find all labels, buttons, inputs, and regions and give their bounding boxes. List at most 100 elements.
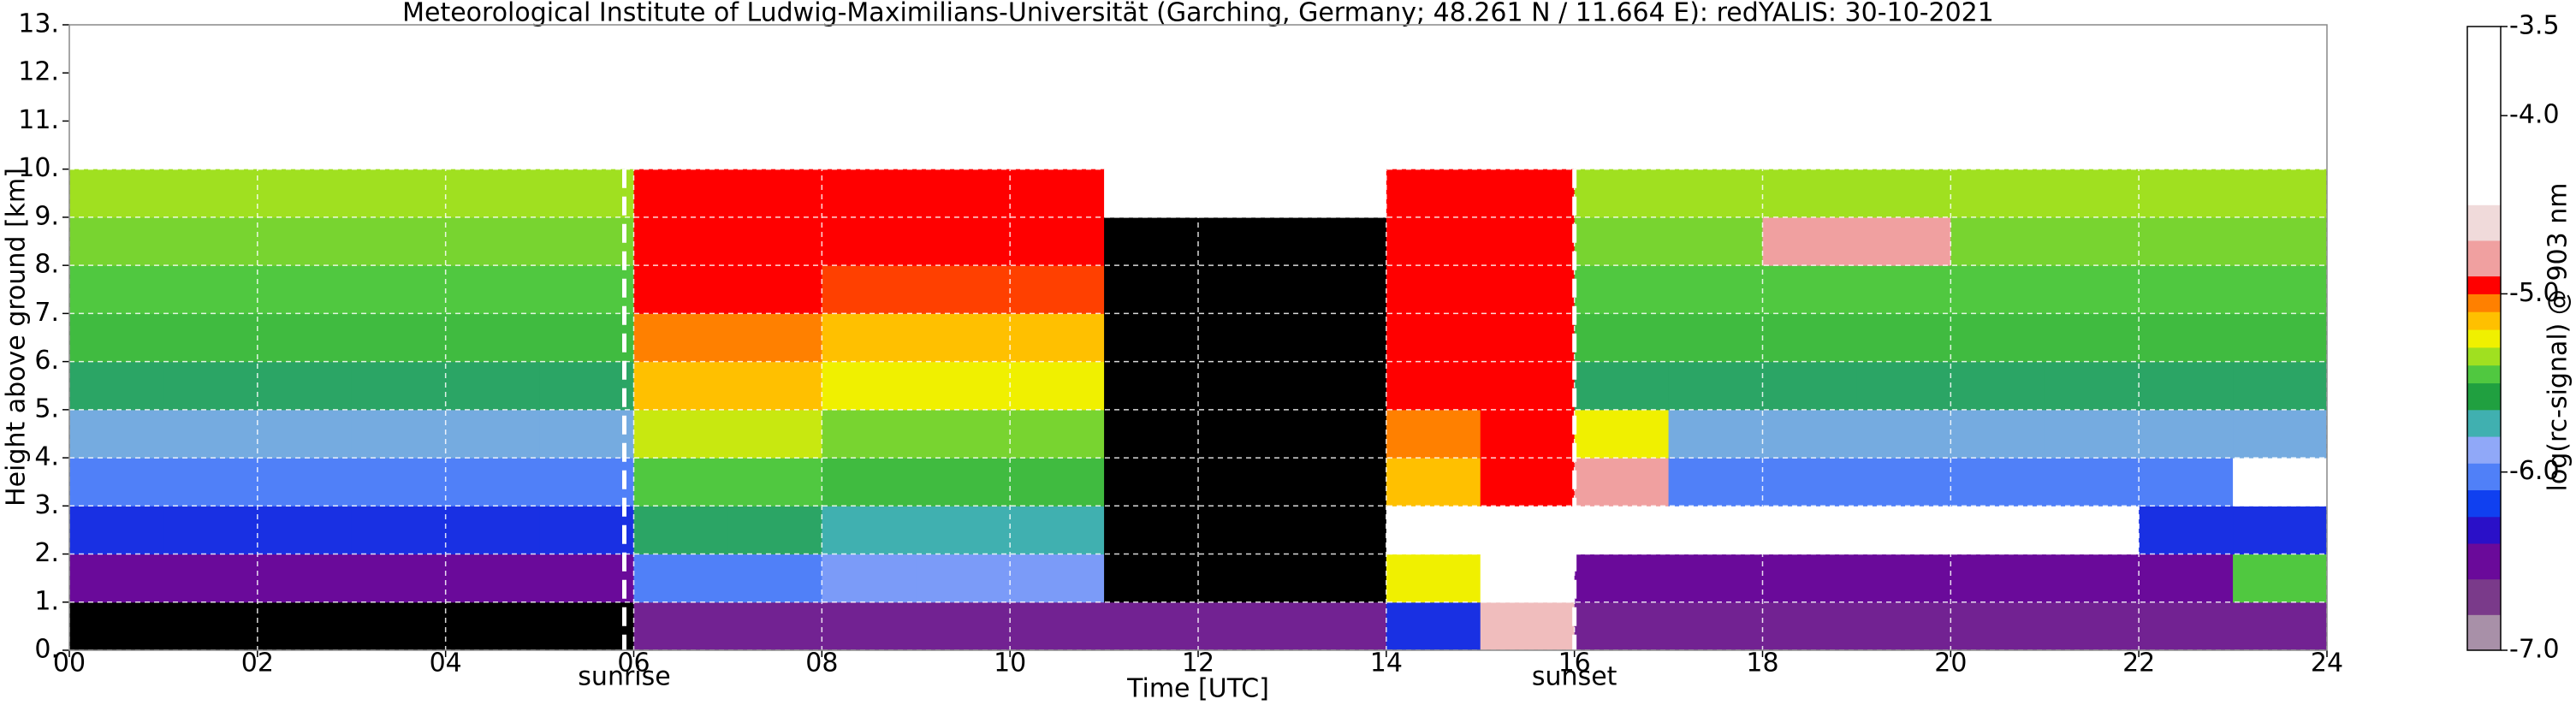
heatmap-cell bbox=[1480, 216, 1576, 266]
heatmap-cell bbox=[163, 458, 258, 507]
heatmap-cell bbox=[2139, 265, 2234, 314]
heatmap-cell bbox=[1762, 458, 1857, 507]
heatmap-cell bbox=[1856, 313, 1951, 363]
heatmap-cell bbox=[1950, 458, 2045, 507]
x-axis-label: Time [UTC] bbox=[1126, 674, 1269, 704]
y-tick-label: 7. bbox=[34, 298, 59, 328]
heatmap-cell bbox=[633, 458, 728, 507]
heatmap-cell bbox=[1291, 554, 1387, 603]
heatmap-cell bbox=[1010, 458, 1105, 507]
annotation-label: sunrise bbox=[578, 662, 670, 692]
colorbar-segment bbox=[2467, 293, 2501, 312]
heatmap-cell bbox=[1950, 554, 2045, 603]
heatmap-cell bbox=[257, 169, 353, 218]
heatmap-cell bbox=[257, 601, 353, 651]
colorbar-segment bbox=[2467, 204, 2501, 241]
heatmap-cell bbox=[1010, 506, 1105, 555]
heatmap-cell bbox=[163, 216, 258, 266]
heatmap-cell bbox=[1762, 601, 1857, 651]
heatmap-cell bbox=[69, 361, 164, 411]
heatmap-cell bbox=[445, 313, 541, 363]
heatmap-cell bbox=[1198, 506, 1293, 555]
colorbar-segment bbox=[2467, 543, 2501, 580]
heatmap-cell bbox=[351, 313, 447, 363]
heatmap-cell bbox=[445, 601, 541, 651]
heatmap-cell bbox=[539, 169, 634, 218]
heatmap-cell bbox=[1668, 313, 1763, 363]
heatmap-cell bbox=[1010, 265, 1105, 314]
heatmap-cell bbox=[1386, 601, 1481, 651]
heatmap-cell bbox=[163, 265, 258, 314]
heatmap-cell bbox=[351, 458, 447, 507]
heatmap-cell bbox=[2233, 265, 2328, 314]
heatmap-cell bbox=[2139, 313, 2234, 363]
heatmap-cell bbox=[1480, 506, 1576, 555]
y-tick-label: 13. bbox=[18, 9, 59, 39]
heatmap-cell bbox=[2045, 506, 2140, 555]
heatmap-cell bbox=[163, 361, 258, 411]
heatmap-cell bbox=[1104, 409, 1199, 459]
heatmap-cell bbox=[916, 554, 1011, 603]
colorbar-tick-label: -5.0 bbox=[2509, 278, 2560, 308]
heatmap-cell bbox=[163, 169, 258, 218]
heatmap-cell bbox=[1010, 409, 1105, 459]
heatmap-cell bbox=[1480, 554, 1576, 603]
heatmap-cell bbox=[1856, 506, 1951, 555]
heatmap-cell bbox=[1950, 169, 2045, 218]
heatmap-cell bbox=[2139, 409, 2234, 459]
heatmap-cell bbox=[633, 361, 728, 411]
heatmap-cell bbox=[1291, 409, 1387, 459]
heatmap-cell bbox=[2233, 361, 2328, 411]
colorbar-segment bbox=[2467, 614, 2501, 651]
heatmap-cell bbox=[539, 506, 634, 555]
heatmap-cell bbox=[2139, 554, 2234, 603]
heatmap-cell bbox=[916, 265, 1011, 314]
heatmap-cell bbox=[1856, 216, 1951, 266]
heatmap-cell bbox=[822, 506, 917, 555]
heatmap-cell bbox=[822, 554, 917, 603]
heatmap-cell bbox=[1386, 506, 1481, 555]
heatmap-cell bbox=[916, 506, 1011, 555]
heatmap-cell bbox=[1010, 169, 1105, 218]
heatmap-cell bbox=[163, 409, 258, 459]
colorbar-segment bbox=[2467, 489, 2501, 518]
heatmap-cell bbox=[257, 506, 353, 555]
colorbar-segment bbox=[2467, 382, 2501, 411]
heatmap-cell bbox=[822, 216, 917, 266]
heatmap-cell bbox=[1762, 554, 1857, 603]
colorbar-segment bbox=[2467, 364, 2501, 384]
heatmap-cell bbox=[2045, 601, 2140, 651]
x-tick-label: 00 bbox=[53, 649, 86, 678]
heatmap-cell bbox=[1386, 169, 1481, 218]
heatmap-cell bbox=[1198, 169, 1293, 218]
heatmap-cell bbox=[1950, 601, 2045, 651]
heatmap-cell bbox=[2045, 458, 2140, 507]
heatmap-cell bbox=[2045, 409, 2140, 459]
heatmap-cell bbox=[163, 554, 258, 603]
heatmap-cell bbox=[257, 313, 353, 363]
y-tick-label: 12. bbox=[18, 57, 59, 87]
heatmap-cell bbox=[539, 361, 634, 411]
heatmap-cell bbox=[1291, 506, 1387, 555]
x-tick-label: 10 bbox=[994, 649, 1026, 678]
heatmap-cell bbox=[69, 409, 164, 459]
annotation-label: sunset bbox=[1532, 662, 1617, 692]
heatmap-cell bbox=[916, 361, 1011, 411]
heatmap-cell bbox=[1950, 216, 2045, 266]
heatmap-cell bbox=[1198, 216, 1293, 266]
heatmap-cell bbox=[1198, 554, 1293, 603]
heatmap-cell bbox=[633, 169, 728, 218]
heatmap-cell bbox=[1104, 554, 1199, 603]
heatmap-cell bbox=[2139, 216, 2234, 266]
heatmap-cell bbox=[69, 554, 164, 603]
heatmap-cell bbox=[539, 265, 634, 314]
heatmap-cell bbox=[727, 265, 822, 314]
heatmap-cell bbox=[633, 313, 728, 363]
x-tick-label: 06 bbox=[617, 649, 650, 678]
heatmap-cell bbox=[257, 458, 353, 507]
plot-frame bbox=[68, 24, 2328, 651]
heatmap-cell bbox=[916, 601, 1011, 651]
colorbar-segment bbox=[2467, 516, 2501, 544]
heatmap-cell bbox=[727, 169, 822, 218]
heatmap-cell bbox=[1668, 601, 1763, 651]
